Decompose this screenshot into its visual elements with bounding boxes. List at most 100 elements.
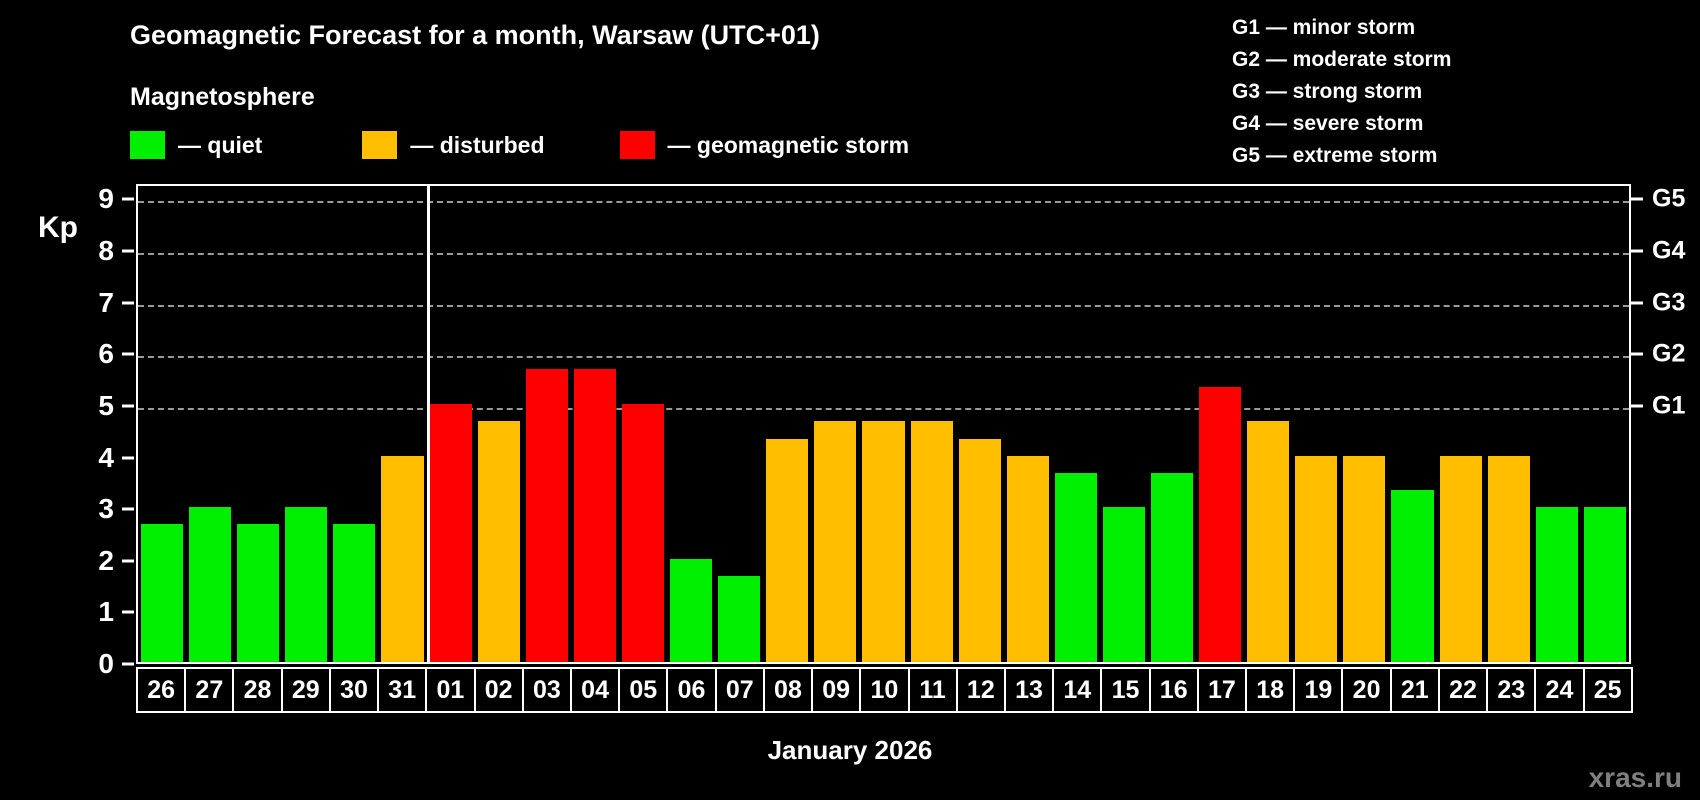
day-cell-31[interactable]: 31 bbox=[377, 667, 428, 713]
day-cell-06[interactable]: 06 bbox=[666, 667, 717, 713]
gridline-kp-8 bbox=[138, 253, 1629, 256]
day-cell-01[interactable]: 01 bbox=[425, 667, 476, 713]
kp-axis: 0 1 2 3 4 5 6 7 8 9 bbox=[0, 183, 136, 679]
day-cell-27[interactable]: 27 bbox=[184, 667, 235, 713]
bar-day-31[interactable] bbox=[381, 455, 424, 662]
bar-day-13[interactable] bbox=[1006, 455, 1049, 662]
gscale-legend: G1 — minor storm G2 — moderate storm G3 — … bbox=[1232, 12, 1451, 172]
bar-day-07[interactable] bbox=[718, 575, 761, 662]
day-cell-17[interactable]: 17 bbox=[1196, 667, 1248, 713]
bar-day-06[interactable] bbox=[670, 558, 713, 662]
bar-day-25[interactable] bbox=[1583, 507, 1626, 662]
bar-slot-11 bbox=[908, 186, 956, 662]
bar-slot-20 bbox=[1340, 186, 1388, 662]
kp-tick-label-5: 5 bbox=[98, 389, 114, 421]
day-cell-21[interactable]: 21 bbox=[1389, 667, 1440, 713]
day-cell-22[interactable]: 22 bbox=[1437, 667, 1489, 713]
bar-day-03[interactable] bbox=[525, 369, 568, 662]
day-cell-11[interactable]: 11 bbox=[907, 667, 958, 713]
day-cell-12[interactable]: 12 bbox=[955, 667, 1006, 713]
day-cell-28[interactable]: 28 bbox=[232, 667, 283, 713]
bar-day-08[interactable] bbox=[766, 438, 809, 662]
kp-tick-label-2: 2 bbox=[98, 544, 114, 576]
bar-day-17[interactable] bbox=[1199, 386, 1242, 662]
day-cell-18[interactable]: 18 bbox=[1245, 667, 1296, 713]
bar-slot-24 bbox=[1533, 186, 1581, 662]
day-cell-16[interactable]: 16 bbox=[1148, 667, 1199, 713]
bar-day-14[interactable] bbox=[1054, 472, 1097, 662]
month-label: January 2026 bbox=[767, 735, 933, 765]
day-cell-08[interactable]: 08 bbox=[762, 667, 814, 713]
gscale-row-g5: G5 — extreme storm bbox=[1232, 144, 1438, 167]
bar-day-18[interactable] bbox=[1247, 420, 1290, 662]
g-tick-mark-g4 bbox=[1631, 249, 1643, 253]
day-cell-14[interactable]: 14 bbox=[1052, 667, 1103, 713]
g-tick-mark-g3 bbox=[1631, 301, 1643, 305]
bar-day-09[interactable] bbox=[814, 420, 857, 662]
bar-slot-06 bbox=[667, 186, 715, 662]
legend-label-geomagnetic-storm: — geomagnetic storm bbox=[667, 131, 910, 158]
bar-day-22[interactable] bbox=[1439, 455, 1482, 662]
day-cell-10[interactable]: 10 bbox=[859, 667, 910, 713]
bar-day-15[interactable] bbox=[1102, 507, 1145, 662]
bar-day-04[interactable] bbox=[573, 369, 616, 662]
kp-tick-label-4: 4 bbox=[98, 441, 114, 473]
day-cell-03[interactable]: 03 bbox=[521, 667, 572, 713]
bar-slot-26 bbox=[138, 186, 186, 662]
bar-day-05[interactable] bbox=[621, 403, 665, 662]
bar-day-01[interactable] bbox=[429, 403, 472, 662]
bar-day-10[interactable] bbox=[862, 420, 905, 662]
day-cell-07[interactable]: 07 bbox=[714, 667, 765, 713]
bar-slot-31 bbox=[378, 186, 426, 662]
day-cell-15[interactable]: 15 bbox=[1100, 667, 1151, 713]
bar-slot-19 bbox=[1292, 186, 1340, 662]
day-cell-13[interactable]: 13 bbox=[1003, 667, 1055, 713]
bar-day-26[interactable] bbox=[141, 524, 184, 662]
bar-day-21[interactable] bbox=[1391, 490, 1434, 662]
legend-swatch-quiet bbox=[130, 131, 165, 159]
bar-slot-07 bbox=[715, 186, 763, 662]
day-axis: 26 27 28 29 30 31 01 02 03 04 05 06 07 08 09 10 11 12 13 14… bbox=[136, 667, 1633, 713]
day-cell-29[interactable]: 29 bbox=[280, 667, 331, 713]
day-cell-30[interactable]: 30 bbox=[328, 667, 380, 713]
day-cell-19[interactable]: 19 bbox=[1293, 667, 1344, 713]
kp-tick-label-3: 3 bbox=[98, 493, 114, 525]
day-cell-20[interactable]: 20 bbox=[1341, 667, 1392, 713]
bar-day-27[interactable] bbox=[189, 507, 232, 662]
day-cell-02[interactable]: 02 bbox=[473, 667, 524, 713]
bar-day-23[interactable] bbox=[1487, 455, 1530, 662]
kp-tick-mark-8 bbox=[122, 249, 134, 253]
day-cell-09[interactable]: 09 bbox=[811, 667, 862, 713]
bar-day-11[interactable] bbox=[910, 420, 953, 662]
day-cell-04[interactable]: 04 bbox=[569, 667, 621, 713]
bar-slot-23 bbox=[1485, 186, 1533, 662]
kp-tick-label-8: 8 bbox=[98, 235, 114, 267]
g-tick-label-g1: G1 bbox=[1652, 391, 1686, 420]
bar-slot-25 bbox=[1581, 186, 1629, 662]
bar-day-20[interactable] bbox=[1343, 455, 1386, 662]
bar-day-02[interactable] bbox=[477, 420, 520, 662]
day-cell-23[interactable]: 23 bbox=[1486, 667, 1537, 713]
g-tick-mark-g5 bbox=[1631, 197, 1643, 201]
bar-day-12[interactable] bbox=[958, 438, 1001, 662]
day-cell-24[interactable]: 24 bbox=[1534, 667, 1585, 713]
day-cell-05[interactable]: 05 bbox=[618, 667, 669, 713]
kp-tick-mark-0 bbox=[122, 662, 134, 666]
forecast-divider-line bbox=[426, 186, 430, 662]
day-cell-25[interactable]: 25 bbox=[1582, 667, 1633, 713]
bar-day-28[interactable] bbox=[237, 524, 280, 662]
bar-day-19[interactable] bbox=[1295, 455, 1338, 662]
kp-tick-mark-9 bbox=[122, 197, 134, 201]
plot-inner bbox=[138, 186, 1629, 662]
day-cell-26[interactable]: 26 bbox=[136, 667, 187, 713]
kp-tick-mark-5 bbox=[122, 404, 134, 408]
plot-area bbox=[136, 184, 1631, 664]
g-tick-label-g4: G4 bbox=[1652, 236, 1686, 265]
bar-day-30[interactable] bbox=[333, 524, 376, 662]
bar-day-16[interactable] bbox=[1150, 472, 1194, 662]
bar-day-29[interactable] bbox=[285, 507, 328, 662]
page-title: Geomagnetic Forecast for a month, Warsaw… bbox=[130, 20, 820, 50]
kp-tick-label-1: 1 bbox=[98, 596, 114, 628]
bar-slot-08 bbox=[763, 186, 811, 662]
bar-day-24[interactable] bbox=[1535, 507, 1578, 662]
